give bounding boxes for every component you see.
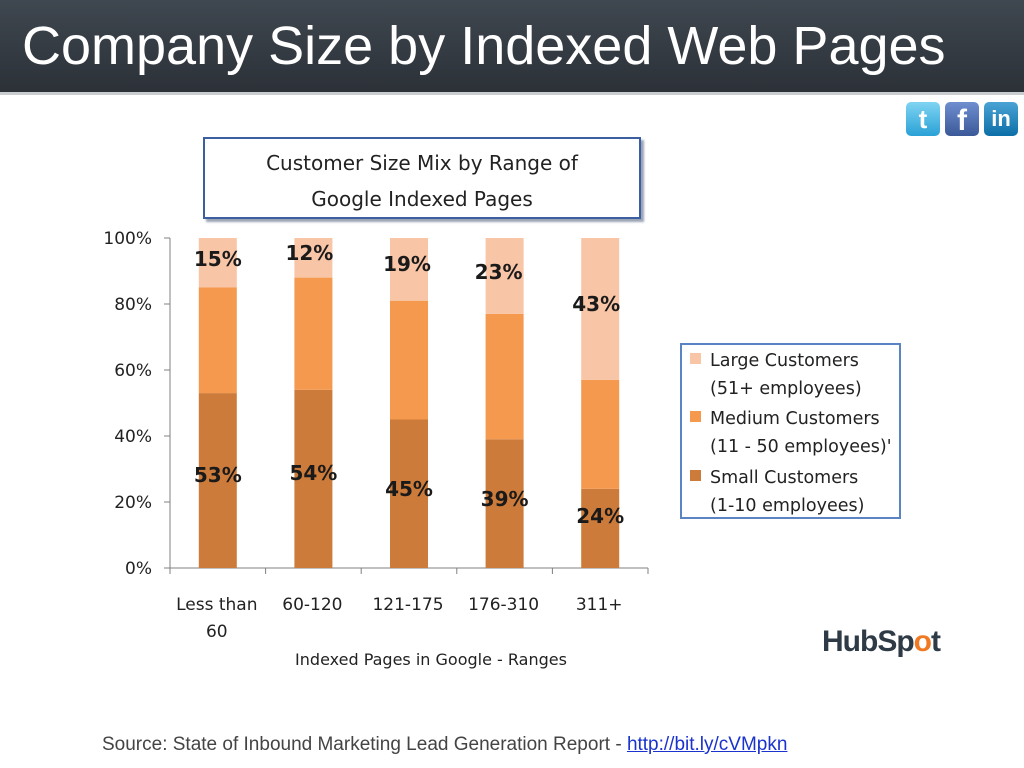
bar-segment bbox=[581, 488, 620, 568]
source-citation: Source: State of Inbound Marketing Lead … bbox=[102, 734, 787, 756]
x-axis-title: Indexed Pages in Google - Ranges bbox=[295, 650, 567, 669]
bar-segment bbox=[485, 439, 524, 568]
hubspot-logo-sprocket: o bbox=[913, 625, 932, 658]
bar-segment bbox=[198, 238, 237, 288]
facebook-icon[interactable]: f bbox=[945, 102, 979, 137]
bar-segment bbox=[581, 379, 620, 489]
bar-segment bbox=[485, 238, 524, 314]
bar-segment bbox=[485, 313, 524, 440]
bar-segment bbox=[294, 277, 333, 390]
x-tick-label: 176-310 bbox=[468, 595, 539, 615]
hubspot-logo-text-1: HubSp bbox=[822, 625, 915, 658]
bar-segment bbox=[390, 300, 428, 420]
legend-label-large-1: Large Customers bbox=[710, 351, 859, 371]
data-label: 45% bbox=[385, 477, 433, 501]
source-link[interactable]: http://bit.ly/cVMpkn bbox=[626, 734, 788, 755]
legend-label-small-2: (1-10 employees) bbox=[710, 496, 865, 516]
chart-legend: Large Customers (51+ employees) Medium C… bbox=[680, 343, 901, 519]
twitter-icon[interactable]: t bbox=[906, 102, 940, 136]
legend-swatch-large bbox=[690, 353, 701, 364]
bar-segment bbox=[390, 419, 428, 568]
x-tick-label: 311+ bbox=[576, 595, 623, 615]
x-tick-label: 60 bbox=[206, 622, 228, 642]
y-tick-label: 100% bbox=[103, 229, 152, 249]
x-tick-label: 60-120 bbox=[282, 595, 342, 615]
chart-title-line-1: Customer Size Mix by Range of bbox=[266, 151, 578, 175]
legend-swatch-medium bbox=[690, 411, 701, 422]
data-label: 39% bbox=[481, 487, 529, 511]
y-tick-label: 40% bbox=[114, 427, 152, 447]
y-tick-label: 0% bbox=[125, 559, 152, 579]
x-tick-label: Less than bbox=[176, 595, 257, 615]
legend-label-large-2: (51+ employees) bbox=[710, 379, 862, 399]
legend-label-medium-1: Medium Customers bbox=[710, 409, 880, 429]
chart-title-line-2: Google Indexed Pages bbox=[311, 187, 533, 211]
data-label: 19% bbox=[383, 252, 431, 276]
legend-swatch-small bbox=[690, 470, 701, 481]
chart-title: Customer Size Mix by Range of Google Ind… bbox=[203, 137, 641, 219]
source-text: Source: State of Inbound Marketing Lead … bbox=[102, 734, 627, 755]
data-label: 23% bbox=[475, 260, 523, 284]
bar-segment bbox=[581, 238, 620, 380]
legend-label-small-1: Small Customers bbox=[710, 468, 859, 488]
bar-segment bbox=[198, 393, 237, 568]
data-label: 53% bbox=[194, 463, 242, 487]
legend-label-medium-2: (11 - 50 employees)' bbox=[710, 437, 892, 457]
data-label: 43% bbox=[572, 292, 620, 316]
data-label: 54% bbox=[289, 461, 337, 485]
y-tick-label: 60% bbox=[114, 361, 152, 381]
slide-title: Company Size by Indexed Web Pages bbox=[22, 16, 946, 76]
title-bar: Company Size by Indexed Web Pages bbox=[0, 0, 1024, 95]
bar-segment bbox=[294, 238, 333, 278]
bar-segment bbox=[198, 287, 237, 394]
bar-segment bbox=[390, 238, 428, 301]
data-label: 24% bbox=[576, 504, 624, 528]
data-label: 12% bbox=[285, 241, 333, 265]
bar-segment bbox=[294, 389, 333, 568]
y-tick-label: 20% bbox=[114, 493, 152, 513]
hubspot-logo: HubSpot bbox=[822, 625, 942, 665]
hubspot-logo-text-2: t bbox=[930, 625, 941, 658]
linkedin-icon[interactable]: in bbox=[984, 102, 1018, 136]
data-label: 15% bbox=[194, 247, 242, 271]
y-tick-label: 80% bbox=[114, 295, 152, 315]
x-tick-label: 121-175 bbox=[372, 595, 443, 615]
